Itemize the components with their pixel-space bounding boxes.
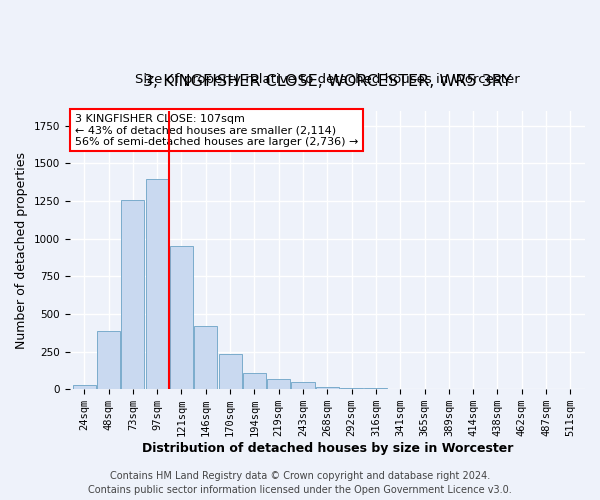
Bar — [146, 178, 169, 389]
Bar — [316, 387, 339, 389]
Bar — [73, 386, 96, 389]
Text: Contains HM Land Registry data © Crown copyright and database right 2024.
Contai: Contains HM Land Registry data © Crown c… — [88, 471, 512, 495]
Bar — [218, 354, 242, 389]
Bar — [243, 372, 266, 389]
X-axis label: Distribution of detached houses by size in Worcester: Distribution of detached houses by size … — [142, 442, 513, 455]
Bar — [340, 388, 363, 389]
Bar — [194, 326, 217, 389]
Bar — [364, 388, 388, 389]
Bar — [267, 380, 290, 389]
Bar — [292, 382, 314, 389]
Bar — [121, 200, 145, 389]
Text: 3 KINGFISHER CLOSE: 107sqm
← 43% of detached houses are smaller (2,114)
56% of s: 3 KINGFISHER CLOSE: 107sqm ← 43% of deta… — [75, 114, 358, 147]
Title: Size of property relative to detached houses in Worcester: Size of property relative to detached ho… — [135, 73, 520, 86]
Text: 3, KINGFISHER CLOSE, WORCESTER, WR5 3RY: 3, KINGFISHER CLOSE, WORCESTER, WR5 3RY — [143, 74, 512, 88]
Bar — [97, 332, 120, 389]
Y-axis label: Number of detached properties: Number of detached properties — [15, 152, 28, 348]
Bar — [170, 246, 193, 389]
